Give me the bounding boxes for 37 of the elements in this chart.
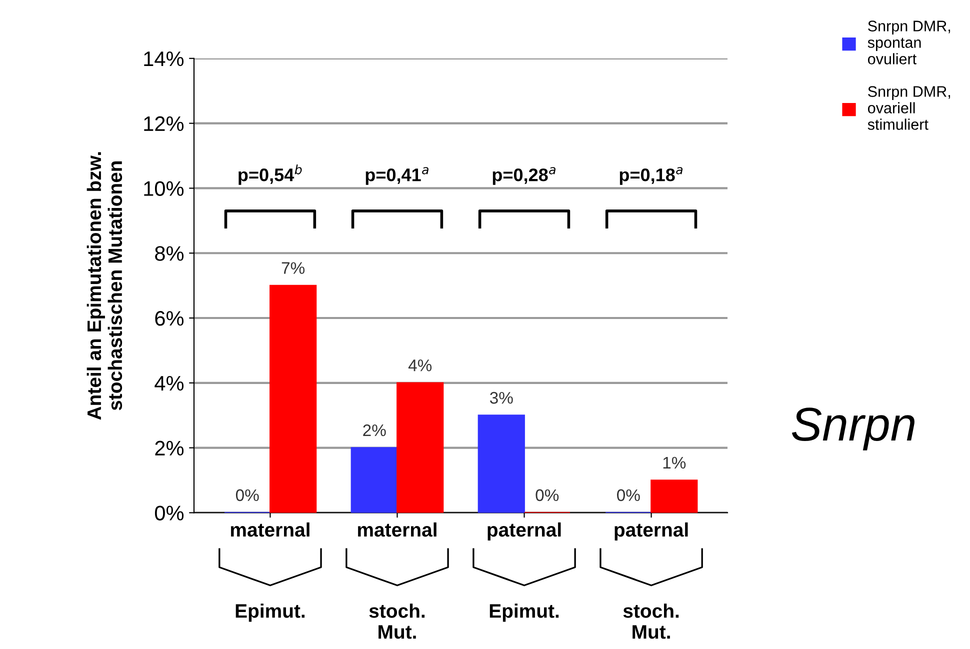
y-tick-label: 2% xyxy=(155,440,184,456)
data-label: 0% xyxy=(536,489,559,502)
text: Snrpn xyxy=(792,408,914,450)
annotation: p=0,41$^{a}$ xyxy=(366,167,428,185)
data-label: 4% xyxy=(408,360,432,372)
data-label: 0% xyxy=(236,489,259,502)
bar xyxy=(650,480,698,513)
text: stoch. Mut. xyxy=(369,604,425,639)
x-tick-label: maternal xyxy=(358,522,436,537)
y-tick-label: 0% xyxy=(154,506,184,520)
data-label: 3% xyxy=(490,392,513,404)
legend-label: Snrpn DMR, ovariell stimuliert xyxy=(868,86,950,130)
x-tick-label: paternal xyxy=(488,522,561,541)
y-tick-label: 10% xyxy=(144,181,184,196)
y-axis-title: Anteil an Epimutationen bzw. stochastischen Mutationen xyxy=(86,152,122,420)
y-tick-label: 8% xyxy=(155,246,184,261)
y-tick-label: 14% xyxy=(144,52,184,66)
x-tick-label: paternal xyxy=(614,522,688,541)
bar xyxy=(478,414,525,513)
y-tick-label: 4% xyxy=(154,376,184,391)
y-tick-label: 12% xyxy=(144,116,184,131)
annotation: p=0,54$^{b}$ xyxy=(238,164,302,185)
bar xyxy=(396,382,444,513)
text: stoch. Mut. xyxy=(623,604,679,639)
data-label: 7% xyxy=(282,262,305,274)
bar xyxy=(270,284,317,513)
data-label: 2% xyxy=(363,424,386,436)
x-tick-label: maternal xyxy=(230,522,310,537)
data-label: 1% xyxy=(663,456,686,469)
legend-label: Snrpn DMR, spontan ovuliert xyxy=(868,20,950,64)
text: Epimut. xyxy=(236,604,305,622)
data-label: 0% xyxy=(617,489,640,502)
annotation: p=0,18$^{a}$ xyxy=(620,167,682,185)
annotation: p=0,28$^{a}$ xyxy=(492,167,556,185)
bar xyxy=(350,447,398,513)
text: Epimut. xyxy=(490,604,559,622)
y-tick-label: 6% xyxy=(155,311,184,326)
